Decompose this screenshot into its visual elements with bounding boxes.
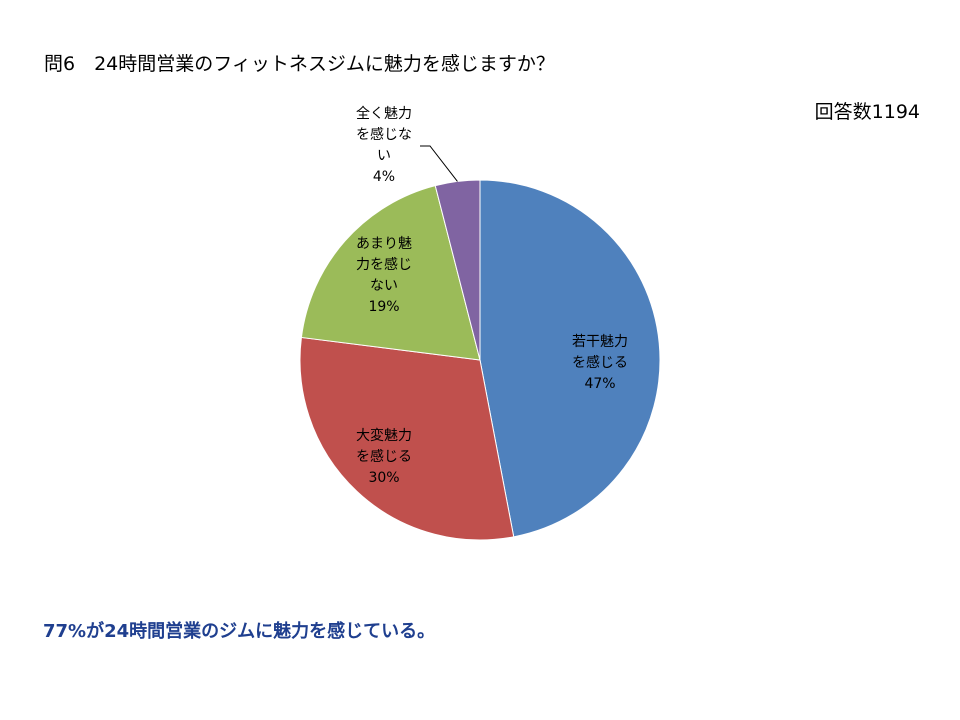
pie-slice-label: 大変魅力を感じる 30%: [356, 427, 412, 486]
page-title: 問6 24時間営業のフィットネスジムに魅力を感じますか？: [44, 53, 555, 75]
pie-slices: [299, 179, 661, 541]
pie-slice-label: 若干魅力を感じる 47%: [572, 334, 628, 392]
respondent-count: 回答数1194: [814, 101, 920, 123]
leader-line: [420, 145, 458, 182]
pie-slice: [299, 336, 515, 541]
pie-slice-label: 全く魅力を感じない 4%: [356, 105, 412, 185]
pie-slice-label: あまり魅力を感じない 19%: [356, 236, 412, 315]
conclusion-text: 77%が24時間営業のジムに魅力を感じている。: [43, 621, 436, 642]
pie-slice: [300, 185, 481, 361]
pie-slice: [434, 179, 481, 361]
pie-labels: 若干魅力を感じる 47% 大変魅力を感じる 30% あまり魅力を感じない 19% 全く魅力を…: [356, 105, 628, 486]
pie-slice: [479, 179, 661, 538]
